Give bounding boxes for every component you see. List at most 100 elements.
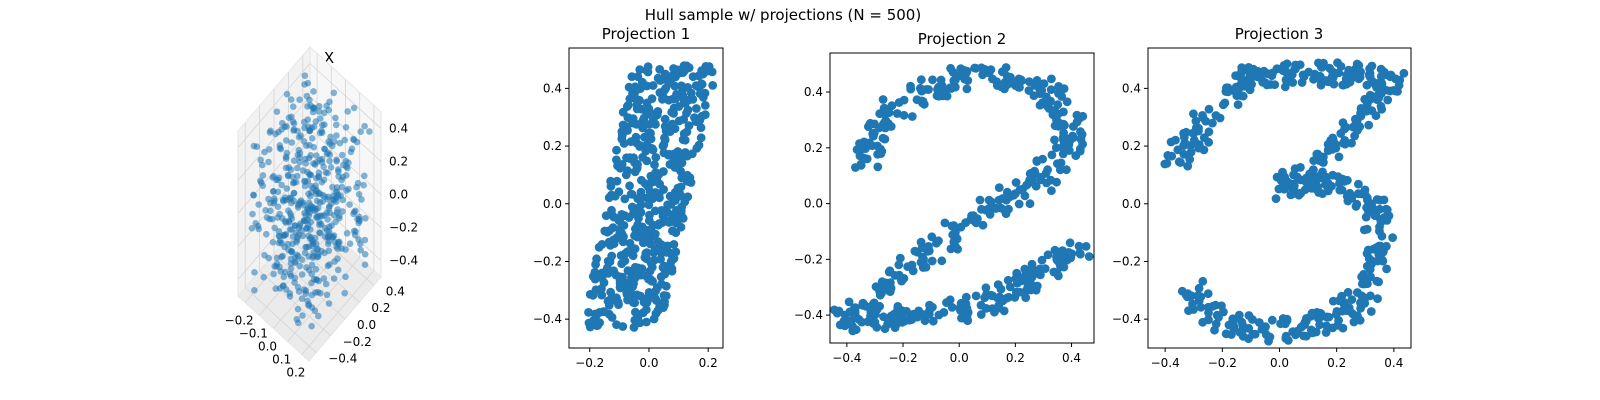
data-point (301, 81, 308, 88)
data-point (696, 133, 706, 143)
data-point (314, 253, 322, 260)
data-point (994, 183, 1004, 193)
data-point (643, 67, 653, 77)
data-point (1187, 291, 1196, 301)
data-point (887, 101, 897, 111)
grid-line (309, 63, 382, 129)
data-point (678, 82, 687, 92)
data-point (597, 272, 607, 282)
data-point (884, 108, 894, 117)
data-point (347, 148, 355, 156)
data-point (277, 268, 285, 275)
data-point (1081, 242, 1091, 251)
data-point (269, 215, 276, 223)
data-point (651, 153, 661, 162)
data-point (700, 110, 710, 119)
data-point (1021, 293, 1031, 302)
data-point (1074, 241, 1084, 251)
data-point (265, 146, 273, 153)
data-point (1280, 172, 1289, 182)
data-point (357, 128, 365, 135)
data-point (633, 232, 642, 242)
data-point (642, 98, 652, 108)
data-point (1050, 121, 1060, 131)
data-point (1201, 116, 1211, 126)
data-point (1282, 68, 1292, 78)
y-tick-label: 0.2 (371, 301, 390, 315)
panel-projection-3-points (1160, 58, 1409, 346)
data-point (873, 141, 882, 151)
data-point (285, 196, 293, 203)
data-point (273, 254, 281, 262)
data-point (971, 63, 981, 73)
x-tick-label: 0.2 (1006, 351, 1025, 365)
data-point (625, 181, 634, 191)
y-tick-label: 0.4 (386, 284, 405, 298)
data-point (261, 251, 268, 259)
data-point (1015, 287, 1025, 297)
data-point (273, 108, 281, 115)
data-point (1194, 143, 1204, 153)
data-point (1051, 143, 1061, 153)
data-point (1315, 156, 1324, 166)
data-point (1332, 307, 1342, 316)
data-point (322, 169, 330, 176)
data-point (299, 312, 306, 319)
data-point (708, 81, 718, 90)
data-point (937, 81, 947, 90)
data-point (1031, 181, 1041, 191)
data-point (875, 284, 885, 293)
z-tick-label: 0.4 (389, 122, 408, 136)
data-point (641, 248, 651, 258)
data-point (948, 230, 958, 240)
data-point (252, 220, 259, 227)
data-point (683, 105, 693, 115)
data-point (1280, 82, 1290, 92)
data-point (1301, 177, 1311, 186)
data-point (673, 147, 683, 156)
data-point (650, 229, 660, 239)
data-point (353, 138, 361, 146)
data-point (293, 316, 301, 323)
data-point (697, 79, 707, 89)
data-point (684, 121, 694, 131)
data-point (324, 196, 331, 203)
data-point (1183, 161, 1193, 171)
data-point (619, 232, 628, 242)
data-point (669, 240, 679, 249)
data-point (1338, 80, 1348, 90)
data-point (1343, 175, 1352, 185)
data-point (1204, 127, 1214, 137)
data-point (997, 67, 1007, 77)
data-point (315, 312, 322, 320)
data-point (338, 183, 346, 191)
data-point (273, 260, 281, 268)
data-point (351, 231, 359, 239)
data-point (353, 183, 360, 191)
panel-projection-2-frame (829, 52, 1095, 344)
data-point (975, 195, 985, 205)
data-point (289, 240, 296, 248)
grid-line (237, 129, 311, 214)
data-point (337, 192, 345, 199)
data-point (674, 116, 684, 126)
data-point (282, 164, 290, 172)
data-point (301, 182, 309, 190)
y-tick-label: 0.0 (1122, 197, 1141, 211)
data-point (643, 292, 653, 302)
data-point (1271, 194, 1281, 204)
data-point (1052, 269, 1062, 278)
data-point (274, 176, 282, 184)
data-point (324, 216, 331, 223)
data-point (844, 297, 854, 307)
data-point (334, 239, 342, 246)
data-point (1053, 100, 1063, 110)
data-point (1012, 278, 1022, 288)
data-point (361, 261, 369, 269)
data-point (1025, 199, 1035, 209)
data-point (304, 205, 311, 213)
data-point (1306, 311, 1316, 321)
data-point (996, 284, 1006, 294)
x-tick-label: 0.0 (258, 340, 277, 354)
data-point (916, 75, 926, 85)
